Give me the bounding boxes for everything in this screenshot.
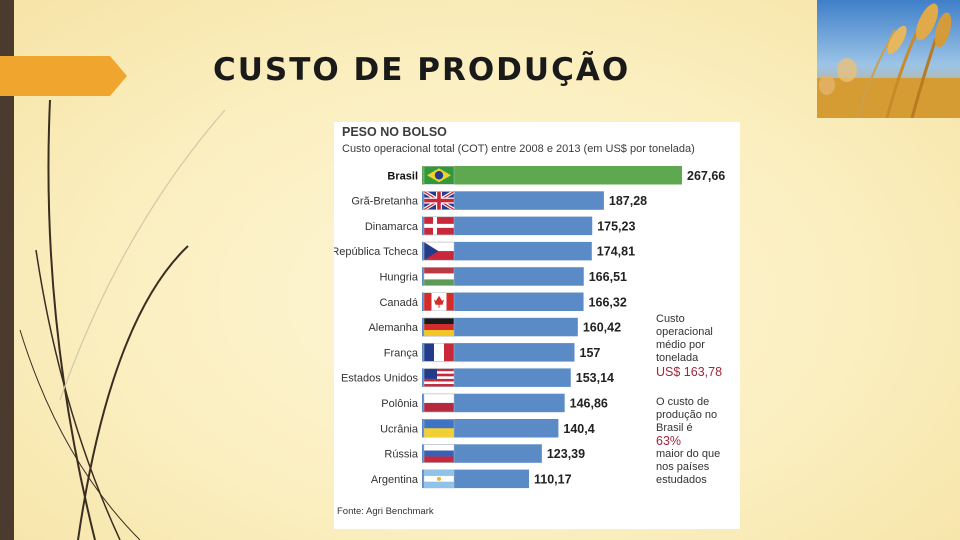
category-label: França xyxy=(384,347,419,359)
value-label: 110,17 xyxy=(534,472,572,486)
slide-title: CUSTO DE PRODUÇÃO xyxy=(213,52,631,88)
value-label: 174,81 xyxy=(597,245,635,259)
avg-note-line: operacional xyxy=(656,326,713,338)
avg-cost-value: US$ 163,78 xyxy=(656,365,723,379)
brazil-note-line: maior do que xyxy=(656,448,721,460)
category-label: Argentina xyxy=(371,474,419,486)
bar xyxy=(422,393,565,413)
usa-flag-icon xyxy=(423,368,455,387)
category-label: Estados Unidos xyxy=(341,373,419,385)
value-label: 140,4 xyxy=(563,422,594,436)
canada-flag-icon xyxy=(423,292,455,311)
bar xyxy=(422,216,593,236)
value-label: 166,51 xyxy=(589,270,627,284)
avg-note-line: tonelada xyxy=(656,352,699,364)
ukraine-flag-icon xyxy=(423,419,455,438)
hungary-flag-icon xyxy=(423,267,455,286)
chart-title: PESO NO BOLSO xyxy=(342,125,447,139)
value-label: 175,23 xyxy=(597,219,635,233)
bar xyxy=(422,292,584,311)
brazil-note-line: nos países xyxy=(656,461,710,473)
infographic-panel: PESO NO BOLSO Custo operacional total (C… xyxy=(334,122,740,529)
value-label: 166,32 xyxy=(589,295,627,309)
brazil-note-line: Brasil é xyxy=(656,422,693,434)
value-label: 146,86 xyxy=(570,396,608,410)
decorative-curves xyxy=(19,99,226,540)
category-label: Alemanha xyxy=(368,322,418,334)
bar xyxy=(422,191,604,210)
category-label: Hungria xyxy=(379,271,418,283)
czech-flag-icon xyxy=(423,241,455,261)
source-note: Fonte: Agri Benchmark xyxy=(337,506,434,517)
value-label: 267,66 xyxy=(687,169,725,183)
uk-flag-icon xyxy=(423,190,455,212)
germany-flag-icon xyxy=(423,317,455,337)
title-arrow-icon xyxy=(0,56,127,96)
brazil-flag-icon xyxy=(423,166,455,185)
value-label: 157 xyxy=(580,346,601,360)
value-label: 187,28 xyxy=(609,194,647,208)
category-label: Grã-Bretanha xyxy=(351,196,419,208)
category-label: Polônia xyxy=(381,398,419,410)
denmark-flag-icon xyxy=(423,216,455,236)
brazil-note-line: produção no xyxy=(656,409,718,421)
france-flag-icon xyxy=(423,343,455,362)
brazil-cost-note: O custo de produção no Brasil é 63% maio… xyxy=(656,396,720,487)
bar xyxy=(422,267,584,286)
avg-note-line: Custo xyxy=(656,313,685,325)
bar xyxy=(422,368,571,387)
wheat-photo xyxy=(817,0,960,118)
bar xyxy=(422,343,575,362)
brazil-note-pct: 63% xyxy=(656,434,682,448)
category-label: Rússia xyxy=(384,449,419,461)
argentina-flag-icon xyxy=(423,469,455,489)
brazil-note-line: estudados xyxy=(656,474,707,486)
category-label: Canadá xyxy=(379,297,418,309)
poland-flag-icon xyxy=(423,393,455,413)
bar-chart: Brasil 267,66 Grã-Bretanha 187,28 Dinamarca 1… xyxy=(334,166,725,489)
value-label: 160,42 xyxy=(583,321,621,335)
bar xyxy=(422,166,682,185)
left-accent-bar xyxy=(0,0,14,540)
category-label: República Tcheca xyxy=(334,246,419,258)
brazil-note-line: O custo de xyxy=(656,396,710,408)
avg-note-line: médio por xyxy=(656,339,705,351)
category-label: Ucrânia xyxy=(380,423,419,435)
chart-subtitle: Custo operacional total (COT) entre 2008… xyxy=(342,143,695,155)
category-label: Brasil xyxy=(387,170,418,182)
value-label: 123,39 xyxy=(547,447,585,461)
avg-cost-note: Custo operacional médio por tonelada xyxy=(656,313,713,365)
category-label: Dinamarca xyxy=(365,221,419,233)
bar xyxy=(422,317,578,337)
russia-flag-icon xyxy=(423,444,455,463)
bar xyxy=(422,419,559,438)
bar xyxy=(422,241,592,261)
value-label: 153,14 xyxy=(576,371,614,385)
